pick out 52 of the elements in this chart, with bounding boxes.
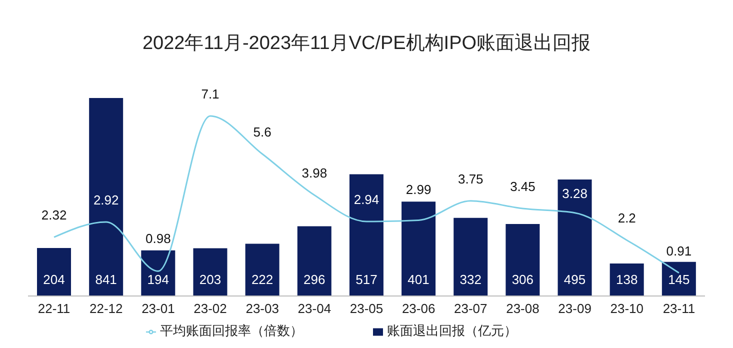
data-label: 3.28 (562, 186, 588, 201)
bar (297, 226, 332, 296)
data-label: 2.99 (406, 182, 432, 198)
data-label: 332 (460, 272, 482, 287)
data-label: 2.32 (41, 208, 67, 223)
x-tick-label: 23-06 (402, 301, 436, 316)
bar (506, 224, 540, 296)
x-tick-label: 23-10 (610, 301, 644, 316)
x-tick-label: 23-03 (246, 301, 279, 316)
data-label: 2.2 (618, 210, 636, 226)
x-tick-label: 23-11 (662, 301, 696, 316)
x-tick-label: 23-02 (194, 301, 227, 316)
bar (89, 98, 124, 296)
x-tick-label: 23-05 (350, 301, 384, 316)
bar (245, 244, 280, 296)
legend-label: 账面退出回报（亿元） (387, 323, 517, 338)
x-tick-label: 23-08 (506, 301, 540, 316)
data-label: 5.6 (253, 124, 272, 140)
data-label: 3.98 (302, 166, 328, 181)
data-label: 138 (616, 272, 638, 287)
x-tick-label: 22-11 (38, 301, 70, 316)
bar (402, 202, 436, 296)
data-label: 3.45 (510, 179, 536, 194)
data-label: 2.94 (354, 192, 380, 207)
x-tick-label: 23-04 (298, 301, 332, 316)
bar (558, 179, 592, 296)
x-tick-label: 23-09 (558, 301, 592, 316)
data-label: 401 (408, 272, 430, 287)
data-label: 3.75 (458, 171, 484, 186)
bar (349, 174, 384, 296)
data-label: 495 (564, 272, 586, 287)
data-label: 2.92 (93, 192, 119, 208)
x-tick-label: 22-12 (89, 301, 123, 316)
data-label: 203 (199, 272, 222, 287)
bar (454, 218, 488, 296)
legend-label: 平均账面回报率（倍数） (160, 323, 303, 338)
data-label: 145 (668, 272, 690, 287)
data-label: 296 (304, 272, 326, 287)
data-label: 0.91 (666, 243, 692, 258)
data-label: 841 (95, 272, 117, 287)
data-label: 306 (512, 272, 534, 287)
data-label: 517 (356, 272, 378, 287)
data-label: 222 (251, 272, 274, 287)
data-label: 204 (43, 272, 65, 287)
bar (37, 248, 71, 296)
x-tick-label: 23-07 (454, 301, 488, 316)
bar (193, 248, 228, 296)
data-label: 194 (147, 272, 170, 287)
data-label: 7.1 (201, 86, 220, 102)
x-tick-label: 23-01 (142, 301, 175, 316)
chart-title: 2022年11月-2023年11月VC/PE机构IPO账面退出回报 (141, 32, 592, 56)
data-label: 0.98 (146, 230, 171, 246)
